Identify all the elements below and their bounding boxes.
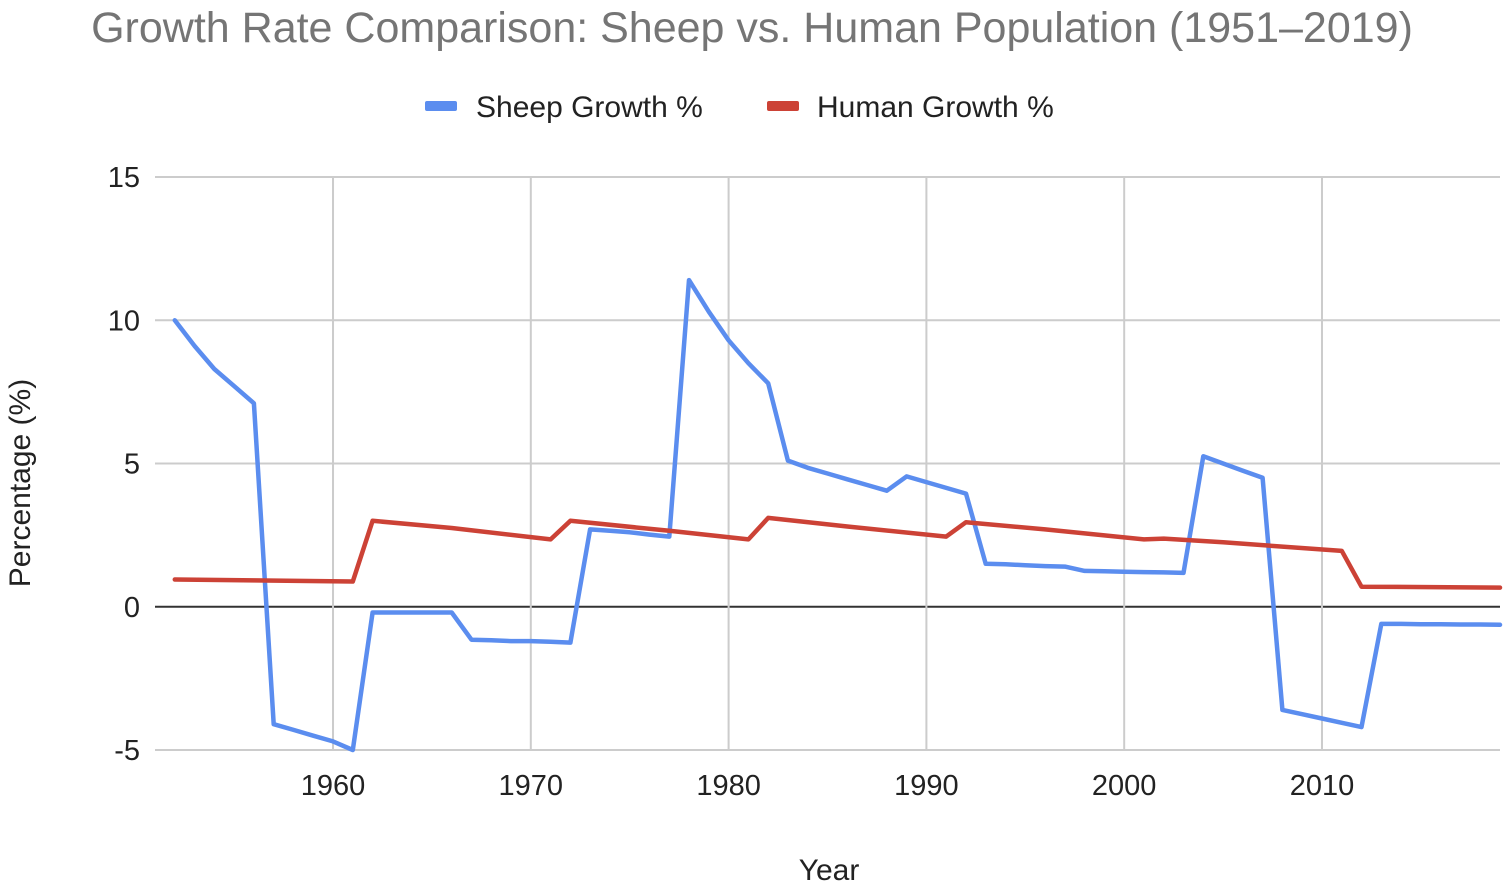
- legend-item-sheep[interactable]: Sheep Growth %: [425, 91, 703, 124]
- x-tick-label: 1960: [301, 770, 366, 802]
- series-line-sheep[interactable]: [172, 277, 1503, 753]
- legend-item-human[interactable]: Human Growth %: [767, 91, 1054, 124]
- x-tick-label: 1970: [499, 770, 564, 802]
- legend[interactable]: Sheep Growth % Human Growth %: [425, 91, 1054, 124]
- legend-swatch: [767, 101, 799, 111]
- gridlines: [155, 176, 1500, 751]
- chart-title: Growth Rate Comparison: Sheep vs. Human …: [91, 4, 1413, 52]
- y-tick-label: 0: [124, 592, 140, 624]
- y-axis: -5 0 5 10 15: [108, 162, 140, 767]
- x-tick-label: 2000: [1092, 770, 1157, 802]
- x-tick-label: 2010: [1290, 770, 1355, 802]
- legend-swatch: [425, 101, 457, 111]
- x-tick-label: 1990: [894, 770, 959, 802]
- x-axis-title: Year: [799, 854, 860, 887]
- x-tick-label: 1980: [696, 770, 761, 802]
- y-axis-title: Percentage (%): [4, 379, 37, 587]
- series-line-human[interactable]: [172, 515, 1503, 590]
- y-tick-label: 10: [108, 305, 140, 337]
- y-tick-label: 15: [108, 162, 140, 194]
- series-lines: [172, 277, 1503, 753]
- legend-label: Human Growth %: [817, 91, 1054, 124]
- legend-label: Sheep Growth %: [476, 91, 703, 124]
- y-tick-label: -5: [114, 735, 140, 767]
- y-tick-label: 5: [124, 449, 140, 481]
- x-axis: 1960 1970 1980 1990 2000 2010: [301, 770, 1354, 802]
